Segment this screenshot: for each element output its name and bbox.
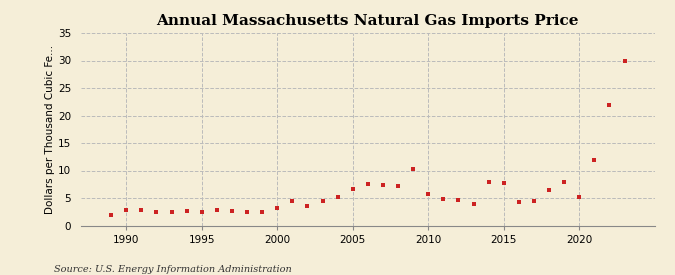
Point — [604, 102, 615, 107]
Point — [136, 208, 146, 212]
Point — [423, 192, 433, 196]
Point — [453, 197, 464, 202]
Point — [166, 210, 177, 214]
Point — [242, 210, 252, 214]
Point — [211, 208, 222, 212]
Point — [317, 199, 328, 203]
Point — [302, 204, 313, 208]
Y-axis label: Dollars per Thousand Cubic Fe...: Dollars per Thousand Cubic Fe... — [45, 45, 55, 214]
Point — [106, 212, 117, 217]
Point — [483, 180, 494, 184]
Title: Annual Massachusetts Natural Gas Imports Price: Annual Massachusetts Natural Gas Imports… — [157, 14, 579, 28]
Point — [151, 210, 162, 214]
Point — [574, 195, 585, 199]
Point — [348, 186, 358, 191]
Point — [468, 202, 479, 206]
Point — [362, 182, 373, 186]
Point — [332, 195, 343, 200]
Point — [514, 200, 524, 204]
Point — [498, 180, 509, 185]
Point — [529, 199, 539, 203]
Point — [377, 183, 388, 188]
Point — [272, 206, 283, 210]
Point — [256, 210, 267, 214]
Text: Source: U.S. Energy Information Administration: Source: U.S. Energy Information Administ… — [54, 265, 292, 274]
Point — [196, 210, 207, 214]
Point — [182, 208, 192, 213]
Point — [619, 58, 630, 63]
Point — [559, 179, 570, 184]
Point — [227, 208, 238, 213]
Point — [438, 196, 449, 201]
Point — [589, 157, 600, 162]
Point — [393, 184, 404, 188]
Point — [408, 167, 418, 171]
Point — [543, 188, 554, 192]
Point — [287, 199, 298, 203]
Point — [121, 208, 132, 212]
